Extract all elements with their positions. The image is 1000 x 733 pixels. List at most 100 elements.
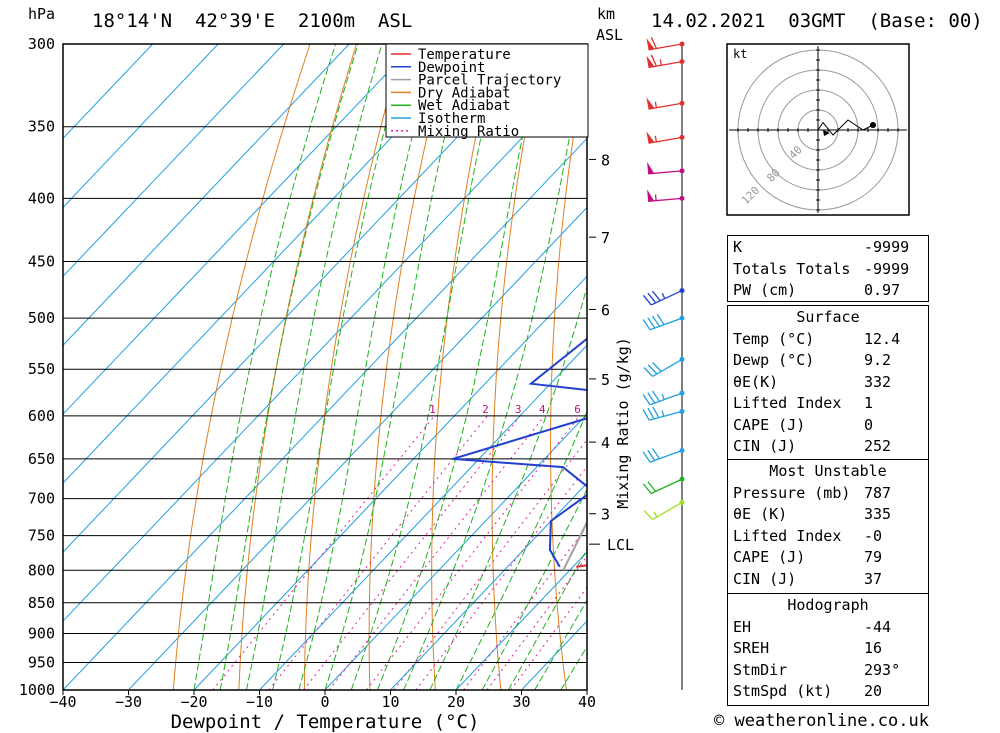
isotherm-line (63, 44, 416, 415)
km-tick-label: 4 (601, 434, 610, 452)
hpa-label: hPa (28, 5, 56, 23)
surface-row: Dewp (°C) 9.2 (733, 351, 892, 369)
wind-barb-dot (679, 448, 685, 454)
wind-barb-shaft (648, 136, 683, 144)
x-axis-label: Dewpoint / Temperature (°C) (171, 711, 480, 733)
mixing-ratio-label: 25 (707, 403, 720, 416)
wind-barb-dot (679, 134, 685, 140)
legend-label: Dewpoint (418, 60, 485, 76)
wind-barb-flag (643, 510, 654, 520)
wind-barb-dot (679, 390, 685, 396)
site-credit[interactable]: © weatheronline.co.uk (714, 711, 929, 731)
dry-adiabat-line (960, 44, 1000, 690)
km-tick-label: 7 (601, 229, 610, 247)
isotherm-line (324, 413, 587, 690)
temp-tick-label: 40 (578, 693, 596, 711)
dry-adiabat-line (491, 44, 543, 690)
mixing-ratio-label: 6 (574, 403, 581, 416)
most-unstable-row: CIN (J) 37 (733, 569, 883, 588)
mixing-ratio-label: 2 (482, 403, 489, 416)
km-tick-label: 6 (601, 301, 610, 319)
wind-barb-dot (679, 315, 685, 321)
wind-barb-flag (652, 406, 660, 418)
legend-label: Dry Adiabat (418, 85, 511, 101)
isotherm-line (128, 206, 587, 690)
wind-barb-shaft (650, 478, 683, 495)
wind-barb-flag (650, 36, 657, 49)
wet-adiabat-line (403, 45, 587, 690)
wet-adiabat-line (193, 44, 337, 690)
wind-barb-flag (642, 319, 651, 331)
wet-adiabat-line (272, 44, 409, 690)
wind-barb-flag (652, 362, 662, 372)
wind-barb-half-flag (661, 393, 665, 400)
mixing-ratio-line (393, 438, 587, 690)
location-title: 18°14'N 42°39'E 2100m ASL (92, 10, 413, 32)
wind-barb (642, 313, 685, 331)
wind-barb (647, 189, 685, 202)
isotherm-line (63, 44, 154, 140)
wind-barb (643, 356, 685, 377)
wind-barb (646, 131, 685, 144)
wind-barb-pennant (646, 55, 655, 68)
wind-barb-dot (679, 356, 685, 362)
lcl-label: LCL (607, 536, 634, 554)
wind-barb (646, 36, 685, 51)
temp-tick-label: 0 (320, 693, 329, 711)
wind-barb-dot (679, 195, 685, 201)
wind-barb-flag (647, 407, 655, 420)
wind-barb (643, 499, 685, 521)
wind-barb-pennant (646, 131, 655, 144)
isotherm-line (63, 44, 481, 484)
index-row-pw: PW (cm) 0.97 (733, 281, 901, 299)
wet-adiabat-line (219, 44, 359, 690)
hodograph-table-row: StmDir 293° (733, 660, 901, 679)
wind-barb (646, 97, 685, 110)
dry-adiabat-line (662, 44, 697, 690)
mixing-ratio-line (366, 415, 580, 690)
wind-barb-dot (679, 288, 685, 294)
isotherm-line (259, 344, 587, 690)
mixing-ratio-label: 1 (429, 403, 436, 416)
mixing-ratio-label: 4 (539, 403, 546, 416)
pressure-tick-label: 650 (28, 450, 55, 468)
pressure-tick-label: 750 (28, 527, 55, 545)
pressure-tick-label: 850 (28, 594, 55, 612)
wind-barb-flag (647, 481, 657, 492)
wet-adiabat-line (376, 44, 543, 690)
dewpoint-line (452, 337, 587, 568)
surface-row: Temp (°C) 12.4 (733, 329, 901, 348)
hodograph-table-title: Hodograph (787, 596, 869, 614)
surface-row: Lifted Index 1 (733, 394, 874, 412)
plot-frame (62, 43, 588, 691)
wind-barb (642, 406, 685, 421)
temp-tick-label: −30 (115, 693, 142, 711)
wind-barb-half-flag (654, 194, 657, 201)
wet-adiabat-line (298, 44, 437, 690)
wind-barb-half-flag (661, 292, 666, 299)
legend-label: Isotherm (418, 111, 485, 127)
wind-barb-flag (651, 290, 661, 302)
wind-barb-dot (679, 476, 685, 482)
wind-barb-flag (651, 448, 660, 460)
wind-barb-flag (647, 392, 656, 404)
hodograph-end-dot (870, 122, 876, 128)
surface-panel: Surface Temp (°C) 12.4 Dewp (°C) 9.2 θE(K)… (727, 305, 929, 461)
temp-tick-label: −10 (246, 693, 273, 711)
pressure-tick-label: 1000 (19, 681, 55, 699)
wind-barb-flag (642, 294, 652, 306)
wind-barb-flag (647, 317, 656, 329)
wet-adiabat-line (324, 44, 468, 690)
wind-barb-flag (642, 394, 651, 406)
legend-label: Mixing Ratio (418, 124, 519, 140)
dry-adiabat-line (431, 44, 497, 690)
legend-label: Wet Adiabat (418, 98, 511, 114)
km-tick-label: 5 (601, 371, 610, 389)
isotherm-line (193, 275, 587, 690)
pressure-tick-label: 350 (28, 118, 55, 136)
isotherm-line (63, 68, 587, 622)
wind-barb-flag (656, 313, 665, 325)
